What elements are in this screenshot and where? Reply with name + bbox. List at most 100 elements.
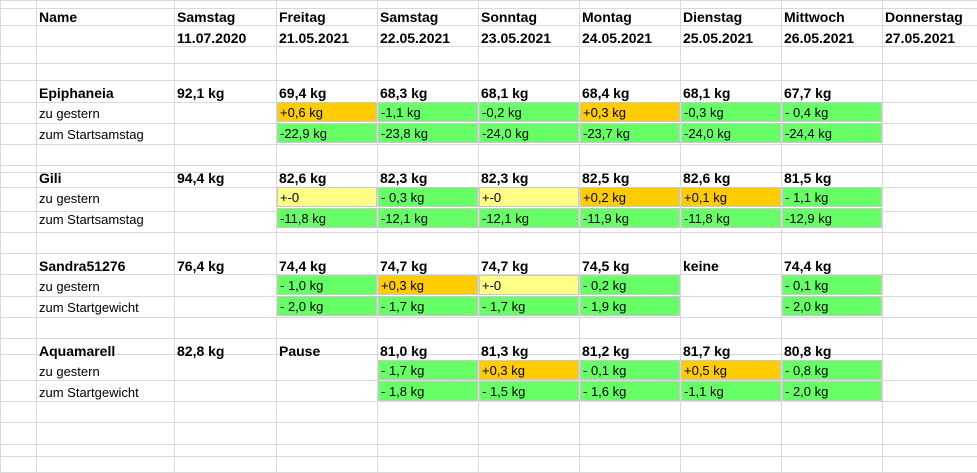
weight-cell[interactable]: 92,1 kg (177, 85, 225, 101)
header-date[interactable]: 25.05.2021 (683, 30, 754, 46)
header-date[interactable]: 26.05.2021 (784, 30, 855, 46)
diff-cell[interactable]: +0,6 kg (277, 102, 377, 122)
diff-cell[interactable]: -12,1 kg (378, 208, 478, 228)
diff-cell[interactable]: +0,3 kg (378, 275, 478, 295)
header-date[interactable]: 24.05.2021 (582, 30, 653, 46)
row-label[interactable]: zum Startgewicht (39, 300, 139, 315)
weight-cell[interactable]: 81,7 kg (683, 343, 731, 359)
header-day[interactable]: Mittwoch (784, 9, 845, 25)
row-label[interactable]: zu gestern (39, 106, 100, 121)
participant-name[interactable]: Epiphaneia (39, 85, 114, 101)
weight-cell[interactable]: 82,5 kg (582, 170, 630, 186)
diff-cell[interactable]: -23,7 kg (580, 123, 680, 143)
weight-cell[interactable]: 81,0 kg (380, 343, 428, 359)
header-date[interactable]: 21.05.2021 (279, 30, 350, 46)
diff-cell[interactable]: - 1,7 kg (479, 296, 579, 316)
weight-cell[interactable]: 69,4 kg (279, 85, 327, 101)
weight-cell[interactable]: 74,4 kg (784, 258, 832, 274)
diff-cell[interactable]: - 0,8 kg (782, 360, 882, 380)
diff-cell[interactable]: +0,3 kg (479, 360, 579, 380)
diff-cell[interactable]: +0,5 kg (681, 360, 781, 380)
weight-cell[interactable]: 74,4 kg (279, 258, 327, 274)
diff-cell[interactable]: -22,9 kg (277, 123, 377, 143)
weight-cell[interactable]: 94,4 kg (177, 170, 225, 186)
weight-cell[interactable]: 68,1 kg (481, 85, 529, 101)
diff-cell[interactable]: - 0,4 kg (782, 102, 882, 122)
header-day[interactable]: Samstag (177, 9, 236, 25)
weight-cell[interactable]: 68,1 kg (683, 85, 731, 101)
participant-name[interactable]: Gili (39, 170, 62, 186)
header-day[interactable]: Dienstag (683, 9, 743, 25)
diff-cell[interactable]: - 1,7 kg (378, 360, 478, 380)
row-label[interactable]: zu gestern (39, 279, 100, 294)
row-label[interactable]: zu gestern (39, 364, 100, 379)
diff-cell[interactable]: - 0,3 kg (378, 187, 478, 207)
header-day[interactable]: Sonntag (481, 9, 537, 25)
diff-cell[interactable]: - 1,7 kg (378, 296, 478, 316)
diff-cell[interactable]: -1,1 kg (378, 102, 478, 122)
weight-cell[interactable]: 81,2 kg (582, 343, 630, 359)
row-label[interactable]: zu gestern (39, 191, 100, 206)
header-day[interactable]: Montag (582, 9, 632, 25)
weight-cell[interactable]: 82,8 kg (177, 343, 225, 359)
diff-cell[interactable]: -0,3 kg (681, 102, 781, 122)
header-date[interactable]: 22.05.2021 (380, 30, 451, 46)
weight-cell[interactable]: 74,7 kg (380, 258, 428, 274)
diff-cell[interactable]: -11,9 kg (580, 208, 680, 228)
diff-cell[interactable]: +0,3 kg (580, 102, 680, 122)
header-day[interactable]: Samstag (380, 9, 439, 25)
header-day[interactable]: Donnerstag (885, 9, 963, 25)
weight-cell[interactable]: Pause (279, 343, 321, 359)
diff-cell[interactable]: -12,9 kg (782, 208, 882, 228)
diff-cell[interactable]: - 1,9 kg (580, 296, 680, 316)
weight-cell[interactable]: 74,5 kg (582, 258, 630, 274)
weight-cell[interactable]: 82,3 kg (380, 170, 428, 186)
diff-cell[interactable]: +0,1 kg (681, 187, 781, 207)
weight-cell[interactable]: 82,6 kg (683, 170, 731, 186)
row-label[interactable]: zum Startsamstag (39, 212, 144, 227)
diff-cell[interactable]: -0,2 kg (479, 102, 579, 122)
participant-name[interactable]: Sandra51276 (39, 258, 126, 274)
diff-cell[interactable]: -24,4 kg (782, 123, 882, 143)
diff-cell[interactable]: -23,8 kg (378, 123, 478, 143)
weight-cell[interactable]: 74,7 kg (481, 258, 529, 274)
header-date[interactable]: 27.05.2021 (885, 30, 956, 46)
diff-cell[interactable]: +-0 (479, 275, 579, 295)
weight-cell[interactable]: 81,5 kg (784, 170, 832, 186)
header-date[interactable]: 23.05.2021 (481, 30, 552, 46)
diff-cell[interactable]: - 2,0 kg (277, 296, 377, 316)
diff-cell[interactable]: +0,2 kg (580, 187, 680, 207)
header-day[interactable]: Freitag (279, 9, 326, 25)
diff-cell[interactable]: -12,1 kg (479, 208, 579, 228)
diff-cell[interactable]: - 0,1 kg (580, 360, 680, 380)
weight-cell[interactable]: 76,4 kg (177, 258, 225, 274)
row-label[interactable]: zum Startsamstag (39, 127, 144, 142)
weight-cell[interactable]: keine (683, 258, 719, 274)
diff-cell[interactable]: - 1,5 kg (479, 381, 579, 401)
diff-cell[interactable]: +-0 (277, 187, 377, 207)
weight-cell[interactable]: 82,6 kg (279, 170, 327, 186)
weight-cell[interactable]: 82,3 kg (481, 170, 529, 186)
diff-cell[interactable]: - 0,2 kg (580, 275, 680, 295)
participant-name[interactable]: Aquamarell (39, 343, 116, 359)
diff-cell[interactable]: -11,8 kg (277, 208, 377, 228)
weight-cell[interactable]: 80,8 kg (784, 343, 832, 359)
diff-cell[interactable]: - 1,1 kg (782, 187, 882, 207)
diff-cell[interactable]: -1,1 kg (681, 381, 781, 401)
weight-cell[interactable]: 68,3 kg (380, 85, 428, 101)
diff-cell[interactable]: +-0 (479, 187, 579, 207)
diff-cell[interactable]: - 0,1 kg (782, 275, 882, 295)
diff-cell[interactable]: -24,0 kg (479, 123, 579, 143)
diff-cell[interactable]: - 1,6 kg (580, 381, 680, 401)
diff-cell[interactable]: - 1,8 kg (378, 381, 478, 401)
weight-cell[interactable]: 81,3 kg (481, 343, 529, 359)
row-label[interactable]: zum Startgewicht (39, 385, 139, 400)
weight-cell[interactable]: 68,4 kg (582, 85, 630, 101)
diff-cell[interactable]: - 2,0 kg (782, 296, 882, 316)
diff-cell[interactable]: -24,0 kg (681, 123, 781, 143)
diff-cell[interactable]: - 1,0 kg (277, 275, 377, 295)
header-date[interactable]: 11.07.2020 (177, 30, 247, 46)
header-day[interactable]: Name (39, 9, 78, 25)
diff-cell[interactable]: -11,8 kg (681, 208, 781, 228)
